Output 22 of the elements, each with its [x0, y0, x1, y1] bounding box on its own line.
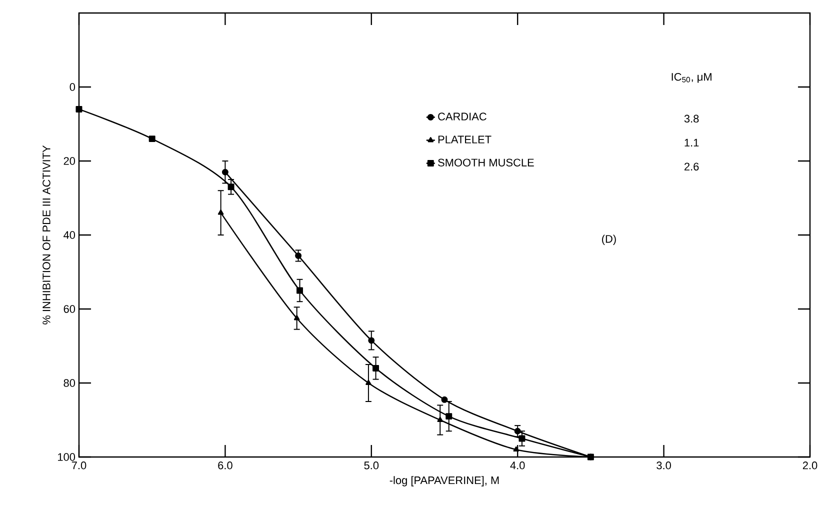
y-tick-label: 40 [64, 231, 76, 239]
x-tick-label: 7.0 [72, 462, 86, 470]
annotation: 2.6 [684, 162, 699, 171]
annotation: 1.1 [684, 138, 699, 146]
x-tick-label: 5.0 [364, 462, 379, 470]
annotation: IC$_{50}$, μM [672, 72, 712, 83]
x-tick-label: 2.0 [802, 462, 818, 470]
x-tick-label: 4.0 [510, 462, 525, 470]
y-tick-label: 0 [70, 83, 76, 91]
annotation: (D) [602, 234, 616, 245]
y-axis-title: % INHIBITION OF PDE III ACTIVITY [42, 145, 50, 324]
x-axis-title: -log [PAPAVERINE], M [390, 476, 499, 486]
y-tick-label: 100 [58, 453, 76, 461]
legend-label: CARDIAC [438, 112, 486, 120]
y-tick-label: 60 [64, 305, 76, 313]
legend-label: SMOOTH MUSCLE [438, 158, 534, 166]
legend-label: PLATELET [438, 136, 492, 144]
y-tick-label: 20 [64, 157, 76, 165]
annotation: 3.8 [684, 114, 699, 123]
x-tick-label: 3.0 [656, 462, 671, 470]
y-tick-label: 80 [64, 379, 76, 387]
x-tick-label: 6.0 [218, 462, 232, 470]
